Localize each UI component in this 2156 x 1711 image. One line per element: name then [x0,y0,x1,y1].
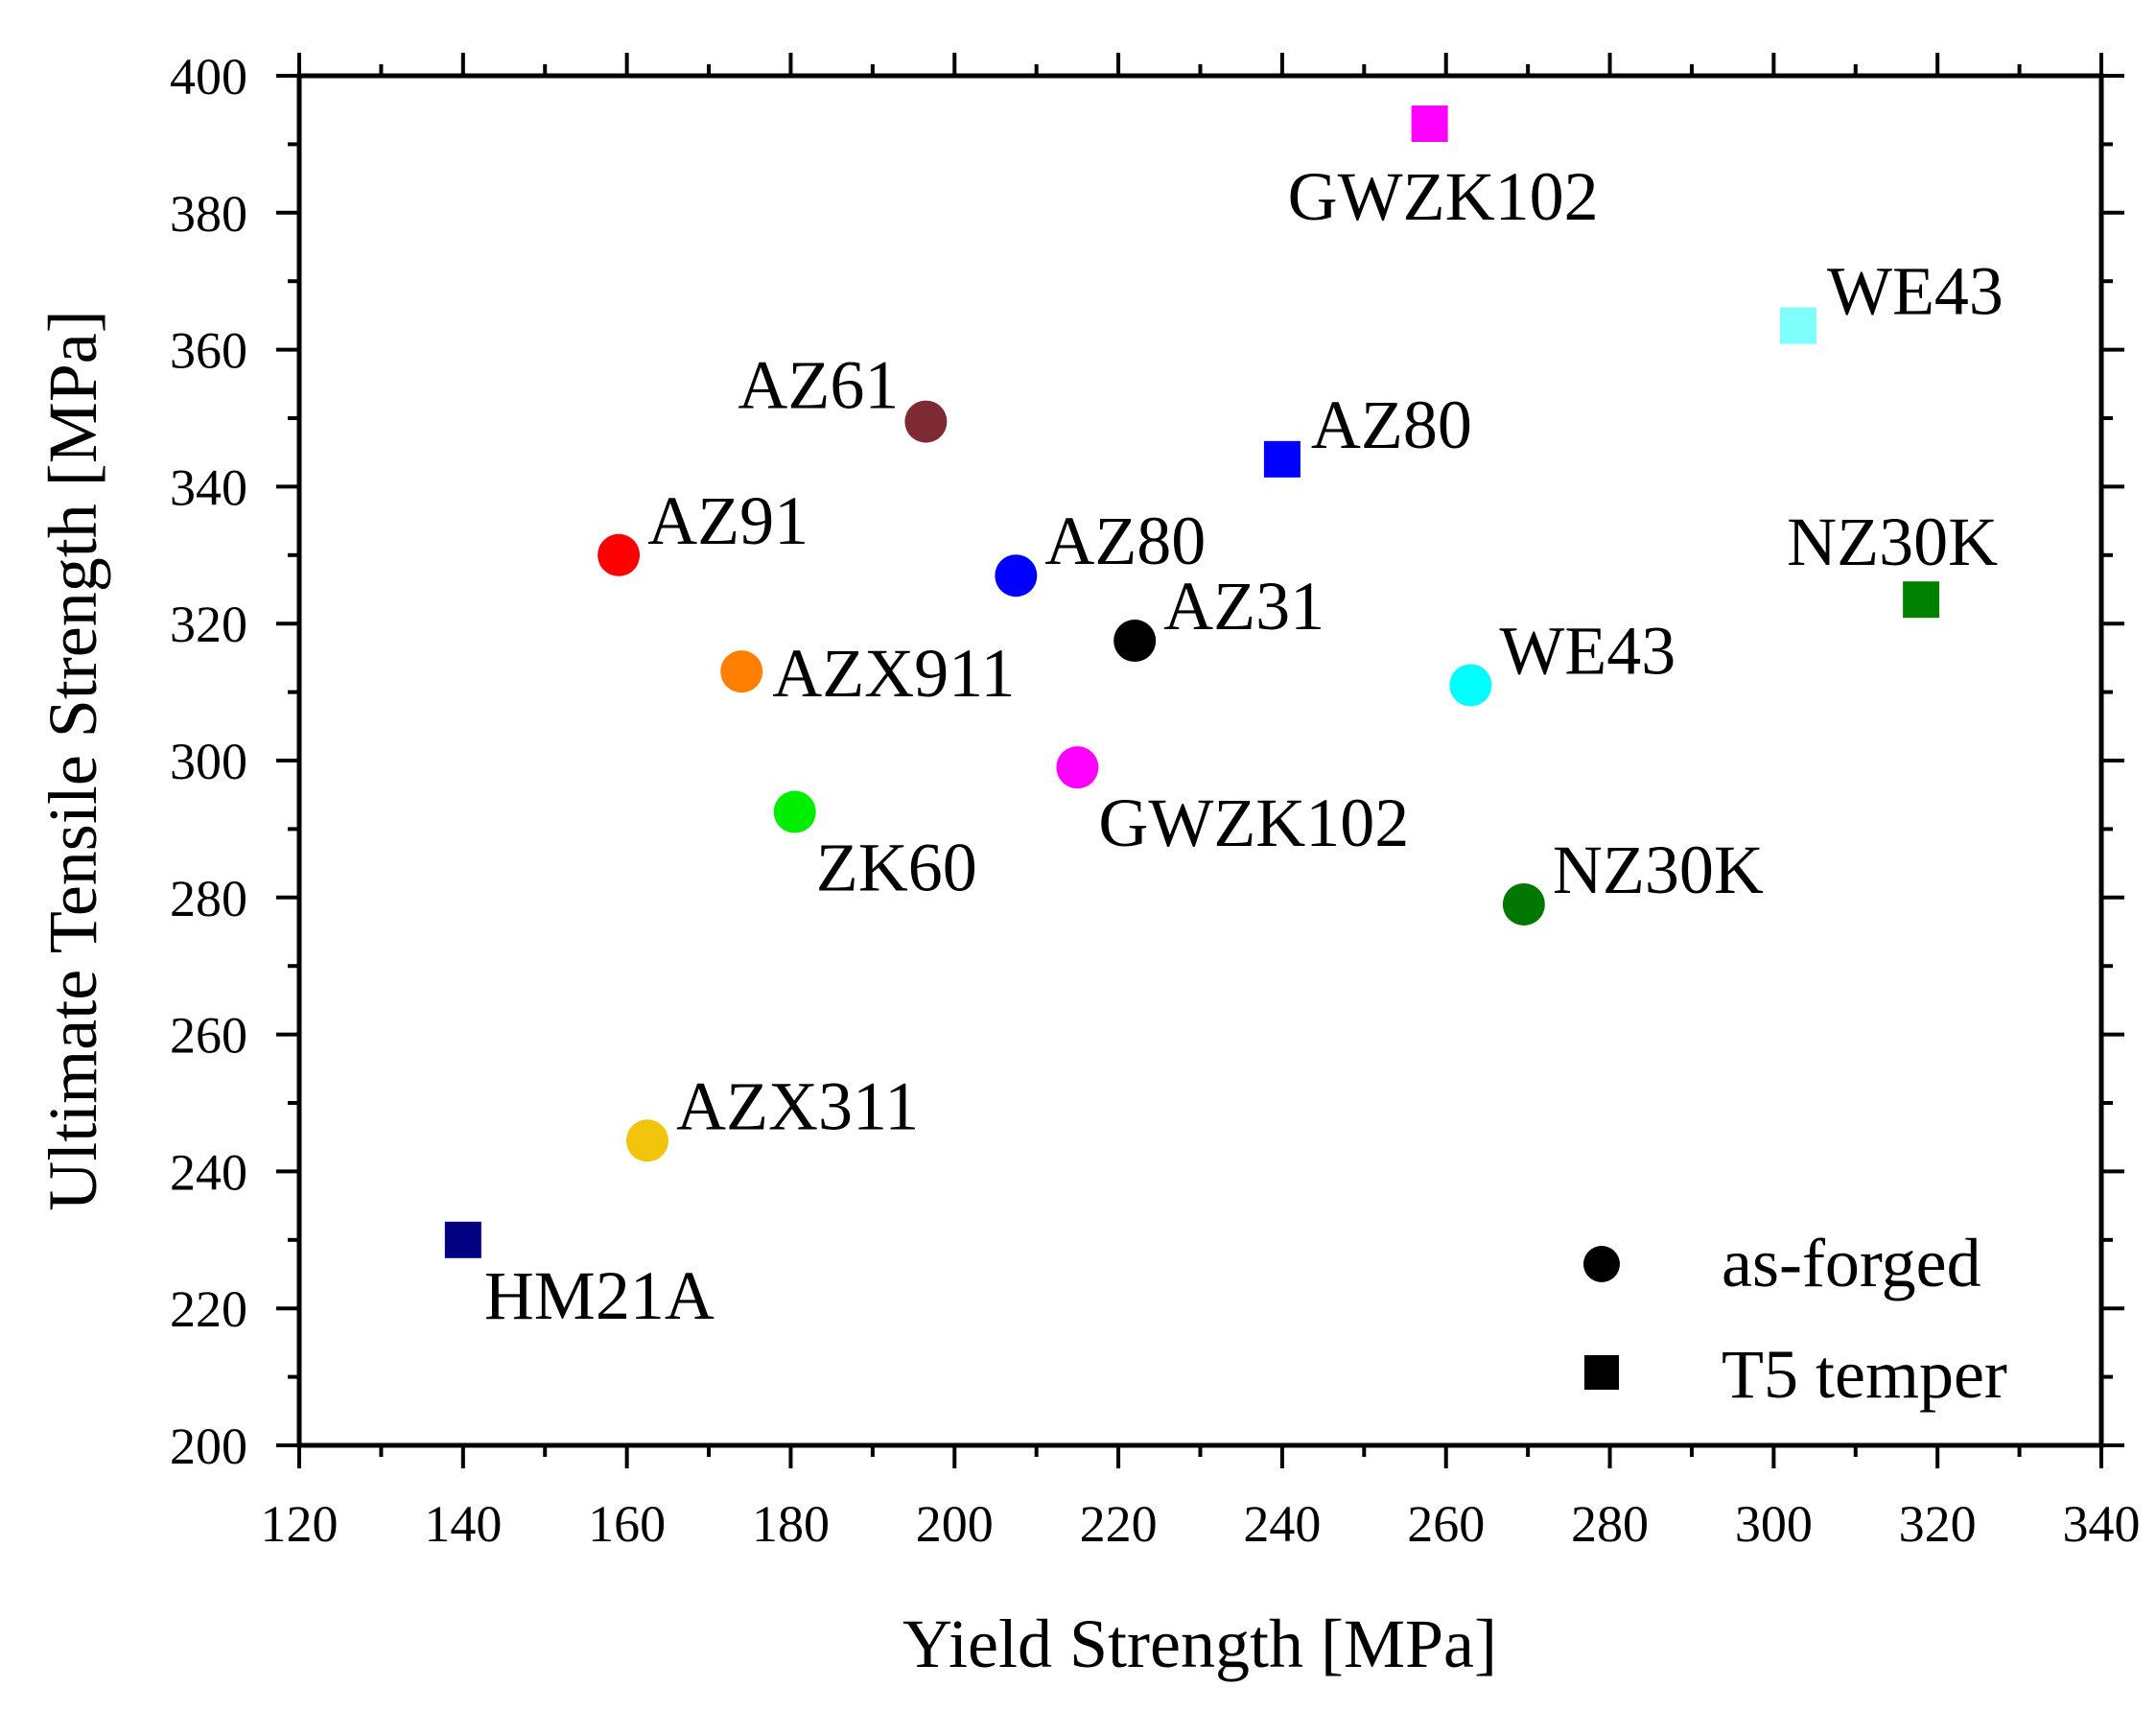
data-point-square [1779,307,1816,344]
x-tick-label: 340 [2063,1495,2141,1553]
y-tick-label: 260 [170,1007,247,1065]
data-points: AZ91 AZ61 AZX911 ZK60 AZ80 GWZK102 AZ31 WE43 NZ3… [444,105,2004,1334]
x-tick-label: 140 [424,1495,502,1553]
legend-label-as-forged: as-forged [1722,1225,1981,1301]
y-tick-label: 300 [170,733,247,790]
y-tick-label: 240 [170,1143,247,1201]
x-tick-label: 280 [1571,1495,1649,1553]
data-label: WE43 [1499,612,1676,689]
data-point-circle [625,1119,668,1162]
x-tick-label: 120 [261,1495,339,1553]
legend-circle-marker [1583,1246,1620,1282]
x-tick-label: 200 [916,1495,994,1553]
data-point-square [1903,581,1940,619]
x-tick-label: 260 [1407,1495,1485,1553]
data-label: WE43 [1827,253,2004,330]
data-label: AZ31 [1163,568,1324,645]
y-tick-label: 400 [170,48,247,105]
y-tick-label: 320 [170,596,247,653]
legend-label-t5-temper: T5 temper [1722,1336,2007,1413]
data-point-circle [598,533,641,576]
x-tick-label: 320 [1899,1495,1977,1553]
data-point-square [1263,440,1301,478]
data-point-circle [1113,620,1157,663]
x-axis-title: Yield Strength [MPa] [902,1606,1497,1682]
legend: as-forged T5 temper [1583,1225,2007,1413]
y-tick-label: 220 [170,1280,247,1338]
data-label: AZ91 [647,482,808,559]
data-label: HM21A [484,1257,715,1334]
y-tick-label: 340 [170,458,247,516]
data-label: GWZK102 [1098,785,1409,861]
x-tick-label: 220 [1080,1495,1158,1553]
x-tick-label: 240 [1243,1495,1321,1553]
data-point-circle [995,554,1038,598]
data-label: NZ30K [1787,504,1998,580]
axis-tick-labels: 120 140 160 180 200 220 240 260 280 300 320 340 200 2… [170,48,2141,1553]
data-label: GWZK102 [1288,158,1599,235]
data-point-square [444,1221,481,1258]
data-point-circle [773,790,816,833]
data-label: AZX911 [772,635,1015,712]
data-point-circle [904,400,948,443]
x-tick-label: 160 [588,1495,666,1553]
data-label: ZK60 [816,830,977,906]
y-tick-label: 280 [170,870,247,927]
y-tick-label: 360 [170,322,247,380]
y-tick-label: 200 [170,1418,247,1475]
data-label: AZ80 [1044,503,1206,579]
data-point-circle [720,650,763,693]
data-point-circle [1056,746,1099,789]
data-label: AZ80 [1311,387,1472,463]
data-label: NZ30K [1553,832,1764,908]
axis-ticks [276,53,2124,1468]
y-axis-title: Ultimate Tensile Strength [MPa] [35,310,111,1210]
x-tick-label: 180 [752,1495,830,1553]
data-label: AZ61 [738,347,899,424]
data-label: AZX311 [676,1067,919,1144]
data-point-circle [1502,882,1545,926]
y-tick-label: 380 [170,185,247,243]
data-point-circle [1449,664,1492,707]
data-point-square [1411,105,1448,142]
x-tick-label: 300 [1735,1495,1813,1553]
legend-square-marker [1584,1355,1619,1390]
